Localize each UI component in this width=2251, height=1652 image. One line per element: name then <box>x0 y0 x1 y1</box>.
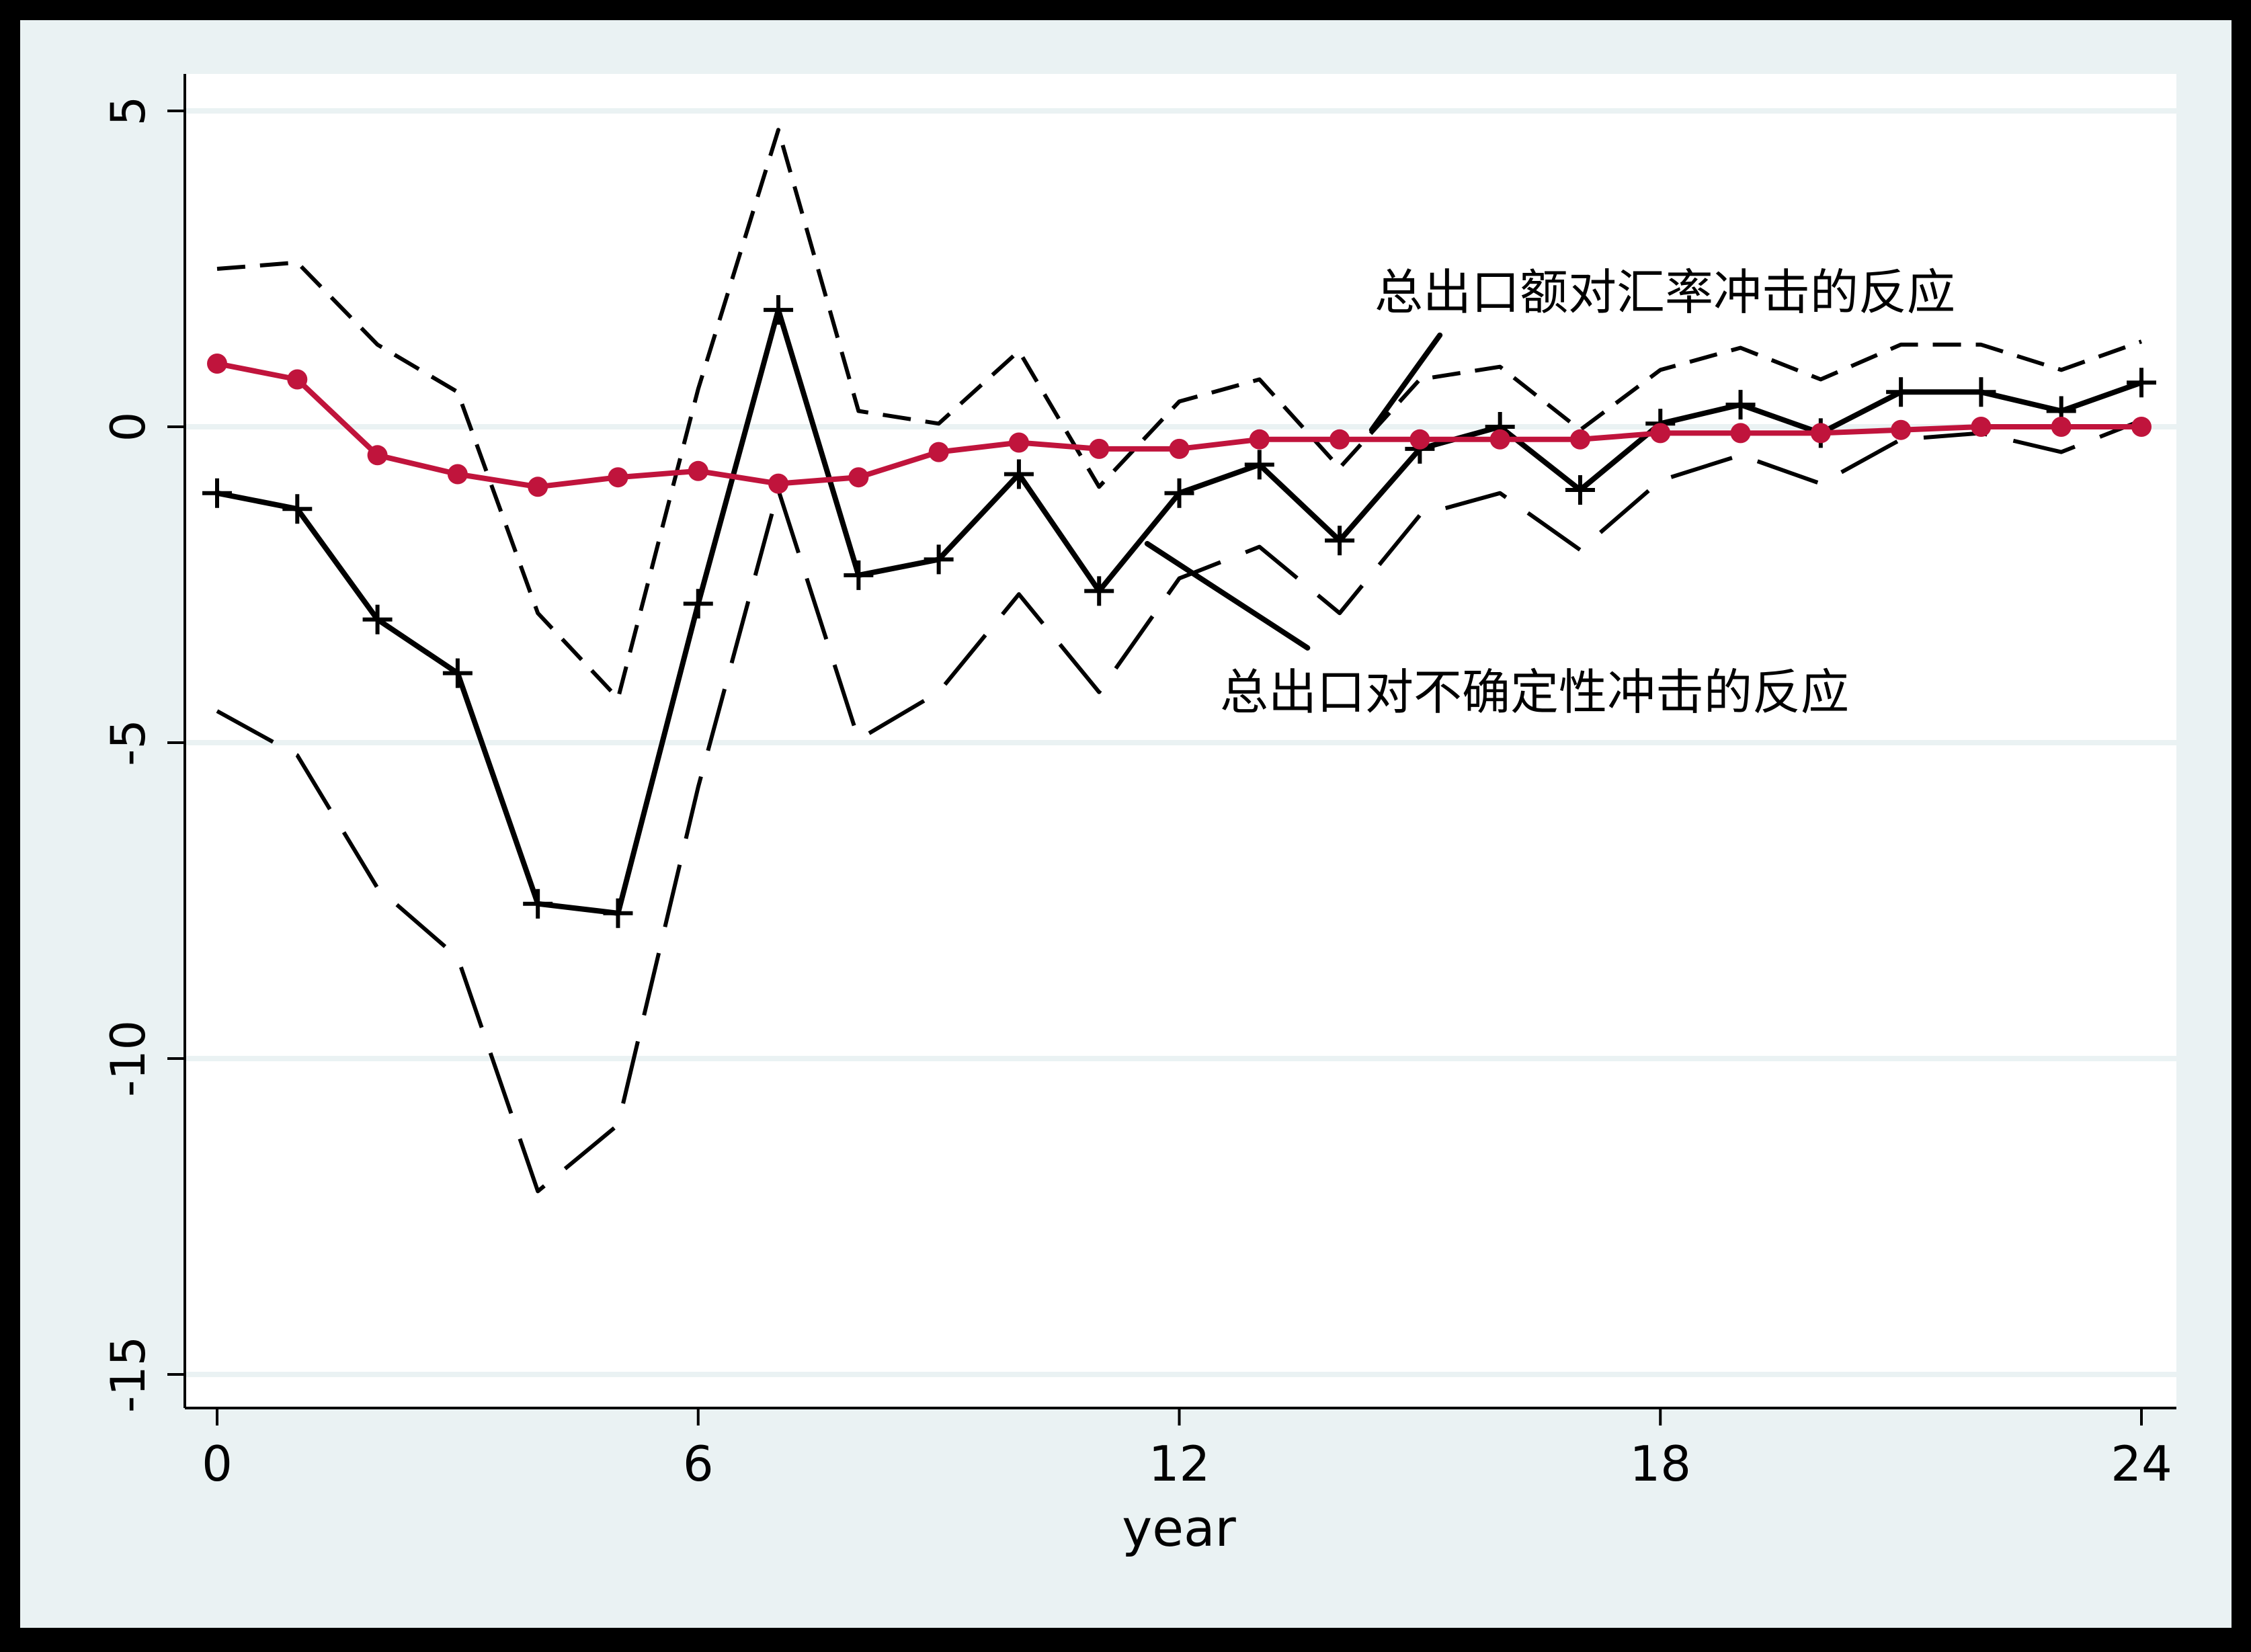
dot-marker <box>608 467 628 488</box>
x-axis-title: year <box>1122 1498 1236 1558</box>
dot-marker <box>1489 429 1510 450</box>
x-tick-label: 12 <box>1149 1436 1211 1492</box>
plus-marker <box>1084 576 1114 606</box>
dot-marker <box>1891 419 1912 440</box>
dot-marker <box>1249 429 1270 450</box>
y-tick-label: 5 <box>101 96 156 126</box>
plus-marker <box>764 295 794 325</box>
y-tick-label: -5 <box>101 719 156 766</box>
series-layer <box>202 128 2156 1194</box>
plus-marker <box>1565 475 1595 505</box>
dot-marker <box>447 464 468 485</box>
dot-marker <box>1008 432 1029 453</box>
dot-marker <box>1810 423 1831 444</box>
dot-marker <box>2131 417 2152 437</box>
plus-marker <box>924 544 954 575</box>
plus-marker <box>1886 377 1916 407</box>
x-tick-label: 18 <box>1629 1436 1691 1492</box>
plus-marker <box>1325 526 1355 556</box>
axes: 5 0 -5 -10 -15 0 6 12 18 24 year <box>101 74 2176 1558</box>
plus-marker <box>1164 478 1194 508</box>
dot-marker <box>287 369 308 390</box>
series-2 <box>216 418 2143 1194</box>
dot-marker <box>1569 429 1590 450</box>
y-tick-label: -10 <box>101 1020 156 1097</box>
plus-marker <box>442 658 473 688</box>
dot-marker <box>848 467 869 488</box>
dot-marker <box>1730 423 1751 444</box>
plus-marker <box>683 589 713 619</box>
dot-marker <box>768 473 789 494</box>
dot-marker <box>528 477 548 497</box>
dot-marker <box>1971 417 1992 437</box>
plus-marker <box>1966 377 1996 407</box>
plus-marker <box>844 560 874 590</box>
x-tick-label: 24 <box>2111 1436 2172 1492</box>
plus-marker <box>282 494 313 524</box>
plus-marker <box>202 478 232 508</box>
annotation-label: 总出口额对汇率冲击的反应 <box>1375 264 1955 321</box>
y-tick-label: 0 <box>101 412 156 442</box>
plus-marker <box>362 604 393 634</box>
x-tick-label: 0 <box>202 1436 233 1492</box>
dot-marker <box>1650 423 1671 444</box>
plus-marker <box>1725 390 1756 420</box>
dot-marker <box>1409 429 1430 450</box>
annotation-label: 总出口对不确定性冲击的反应 <box>1220 664 1849 720</box>
gridlines <box>185 108 2176 1377</box>
plus-marker <box>2127 368 2156 398</box>
dot-marker <box>207 354 227 374</box>
dot-marker <box>1329 429 1350 450</box>
series-line-2 <box>216 418 2143 1194</box>
plus-marker <box>523 889 553 919</box>
x-tick-label: 6 <box>683 1436 714 1492</box>
series-line-1 <box>216 128 2143 701</box>
dot-marker <box>928 442 949 462</box>
dot-marker <box>2051 417 2072 437</box>
dot-marker <box>1089 438 1110 459</box>
dot-marker <box>367 445 388 466</box>
plus-marker <box>1244 450 1274 480</box>
dot-marker <box>1169 438 1190 459</box>
series-1 <box>216 128 2143 701</box>
y-tick-label: -15 <box>101 1336 156 1413</box>
annotation-pointer <box>1144 540 1311 651</box>
dot-marker <box>688 460 708 481</box>
series-3 <box>207 354 2152 497</box>
annotation-pointer <box>1368 332 1443 433</box>
plus-marker <box>603 898 633 928</box>
plus-marker <box>1004 459 1034 489</box>
